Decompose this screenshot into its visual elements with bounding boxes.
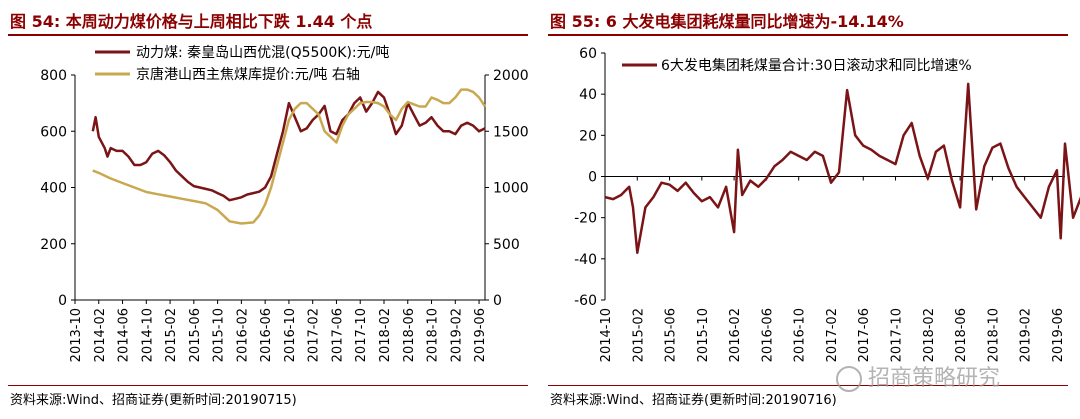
chart-title: 图 54: 本周动力煤价格与上周相比下跌 1.44 个点 <box>10 12 373 31</box>
x-tick-label: 2016-06 <box>259 308 274 362</box>
series-line-2 <box>92 88 487 225</box>
x-tick-label: 2017-02 <box>307 308 322 362</box>
x-tick-label: 2019-06 <box>1051 308 1066 362</box>
y-tick-label-right: 0 <box>493 293 502 309</box>
y-tick-label: 60 <box>579 46 597 62</box>
y-tick-label-right: 500 <box>493 237 520 253</box>
x-tick-label: 2019-02 <box>1019 308 1034 362</box>
series-line <box>604 82 1080 254</box>
chart-title: 图 55: 6 大发电集团耗煤量同比增速为-14.14% <box>550 12 904 31</box>
source-divider <box>8 385 528 386</box>
x-tick-label: 2016-02 <box>235 308 250 362</box>
y-tick-label: -40 <box>574 252 597 268</box>
x-tick-label: 2015-02 <box>631 308 646 362</box>
x-tick-label: 2015-02 <box>164 308 179 362</box>
x-tick-label: 2017-06 <box>857 308 872 362</box>
source-divider <box>548 385 1068 386</box>
y-tick-label-left: 0 <box>58 293 67 309</box>
title-divider <box>548 34 1068 36</box>
y-tick-label-left: 400 <box>40 181 67 197</box>
x-tick-label: 2014-02 <box>93 308 108 362</box>
x-tick-label: 2018-06 <box>402 308 417 362</box>
wechat-icon <box>836 366 862 392</box>
x-tick-label: 2017-06 <box>330 308 345 362</box>
x-tick-label: 2016-10 <box>793 308 808 362</box>
source-note: 资料来源:Wind、招商证券(更新时间:20190716) <box>550 393 837 408</box>
y-tick-label-left: 200 <box>40 237 67 253</box>
legend-label: 6大发电集团耗煤量合计:30日滚动求和同比增速% <box>661 57 972 74</box>
chart-panel-coal-consumption: 图 55: 6 大发电集团耗煤量同比增速为-14.14% -60 -40 -20 0 2… <box>540 0 1080 419</box>
coal-price-chart: 0 200 400 600 800 0 500 1000 1500 2000 2013-10 2014… <box>40 45 529 362</box>
x-tick-label: 2018-02 <box>378 308 393 362</box>
y-tick-label: 40 <box>579 87 597 103</box>
y-tick-label: 20 <box>579 128 597 144</box>
x-tick-label: 2013-10 <box>69 308 84 362</box>
x-tick-label: 2016-02 <box>728 308 743 362</box>
y-tick-label-right: 1000 <box>493 181 529 197</box>
x-tick-label: 2015-06 <box>664 308 679 362</box>
x-tick-label: 2015-06 <box>188 308 203 362</box>
legend-label: 动力煤: 秦皇岛山西优混(Q5500K):元/吨 <box>136 45 389 61</box>
x-tick-label: 2016-06 <box>760 308 775 362</box>
x-tick-label: 2016-10 <box>283 308 298 362</box>
y-tick-label: -60 <box>574 293 597 309</box>
x-tick-label: 2019-02 <box>449 308 464 362</box>
x-tick-label: 2017-10 <box>890 308 905 362</box>
title-divider <box>8 34 528 36</box>
chart-panel-coal-price: 图 54: 本周动力煤价格与上周相比下跌 1.44 个点 0 200 400 600 8… <box>8 12 529 408</box>
watermark: 招商策略研究 <box>836 360 1000 392</box>
watermark-text: 招商策略研究 <box>868 366 1001 391</box>
x-tick-label: 2017-02 <box>825 308 840 362</box>
x-tick-label: 2015-10 <box>212 308 227 362</box>
x-tick-label: 2014-06 <box>117 308 132 362</box>
source-note: 资料来源:Wind、招商证券(更新时间:20190715) <box>10 393 297 408</box>
x-tick-label: 2019-06 <box>473 308 488 362</box>
legend-label: 京唐港山西主焦煤库提价:元/吨 右轴 <box>136 66 360 83</box>
x-tick-label: 2014-10 <box>599 308 614 362</box>
coal-consumption-chart: -60 -40 -20 0 20 40 60 2014-10 2015-02 2015-06 201… <box>574 46 1080 362</box>
y-tick-label: 0 <box>588 170 597 186</box>
y-tick-label-right: 2000 <box>493 68 529 84</box>
x-tick-label: 2018-02 <box>922 308 937 362</box>
series-line-1 <box>91 90 486 202</box>
y-tick-label-left: 600 <box>40 124 67 140</box>
x-tick-label: 2014-10 <box>140 308 155 362</box>
y-tick-label-right: 1500 <box>493 124 529 140</box>
y-tick-label: -20 <box>574 211 597 227</box>
x-tick-label: 2017-10 <box>354 308 369 362</box>
y-tick-label-left: 800 <box>40 68 67 84</box>
x-tick-label: 2015-10 <box>696 308 711 362</box>
x-tick-label: 2018-10 <box>426 308 441 362</box>
x-tick-label: 2018-06 <box>954 308 969 362</box>
x-tick-label: 2018-10 <box>986 308 1001 362</box>
